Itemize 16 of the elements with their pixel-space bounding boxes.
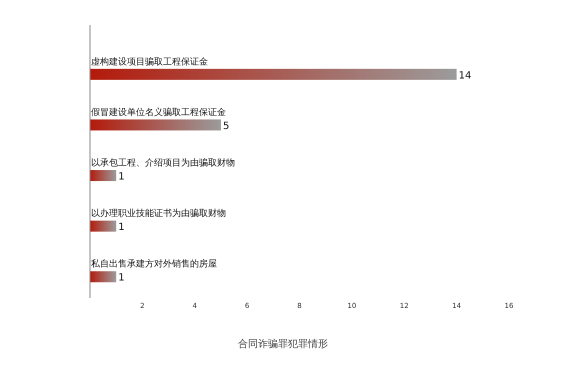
data-label: 5 [222,120,230,132]
data-label: 14 [458,70,472,82]
data-label: 1 [118,222,125,234]
bar [90,220,116,232]
bar [90,170,116,182]
bar [90,271,116,282]
y-tick-label: 以办理职业技能证书为由骗取财物 [91,208,226,220]
y-tick-label: 以承包工程、介绍项目为由骗取财物 [91,158,235,169]
y-tick-label: 假冒建设单位名义骗取工程保证金 [91,106,226,118]
bar [90,119,221,130]
data-label: 1 [118,272,125,284]
bar [90,68,457,80]
data-label: 1 [118,172,125,183]
y-tick-label: 虚构建设项目骗取工程保证金 [91,56,208,68]
y-tick-label: 私自出售承建方对外销售的房屋 [91,258,217,270]
x-axis-title: 合同诈骗罪犯罪情形 [238,338,328,350]
